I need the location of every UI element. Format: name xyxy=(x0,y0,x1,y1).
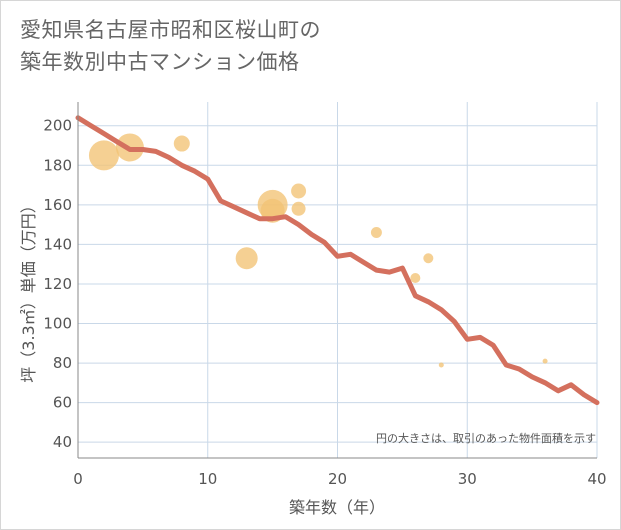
x-axis-label: 築年数（年） xyxy=(289,498,385,517)
data-bubble xyxy=(410,273,421,284)
bubble-layer xyxy=(88,133,548,368)
tick-layer: 0 10 20 30 40 40 60 80 100 120 140 160 180 200 xyxy=(43,117,606,488)
y-tick-label: 160 xyxy=(43,196,72,214)
data-bubble xyxy=(542,358,548,364)
y-tick-label: 120 xyxy=(43,275,72,293)
data-bubble xyxy=(291,183,307,199)
data-bubble xyxy=(291,201,306,216)
x-tick-label: 40 xyxy=(587,470,606,488)
data-bubble xyxy=(173,135,190,152)
data-bubble xyxy=(370,227,382,239)
x-tick-label: 10 xyxy=(198,470,217,488)
y-tick-label: 40 xyxy=(53,433,72,451)
y-tick-label: 100 xyxy=(43,315,72,333)
chart-title-line-1: 愛知県名古屋市昭和区桜山町の xyxy=(20,18,321,42)
x-tick-label: 20 xyxy=(328,470,347,488)
bubble-size-note: 円の大きさは、取引のあった物件面積を示す xyxy=(376,431,596,445)
grid-layer xyxy=(78,102,598,458)
y-tick-label: 140 xyxy=(43,235,72,253)
data-bubble xyxy=(438,362,444,368)
x-tick-label: 0 xyxy=(73,470,83,488)
data-bubble xyxy=(423,253,434,264)
line-layer xyxy=(75,115,600,406)
y-axis-label: 坪（3.3㎡）単価（万円） xyxy=(19,197,38,382)
price-trend-line xyxy=(75,115,600,406)
data-bubble xyxy=(88,140,119,171)
axis-layer xyxy=(77,102,597,459)
x-tick-label: 30 xyxy=(458,470,477,488)
chart-title-line-2: 築年数別中古マンション価格 xyxy=(20,50,300,74)
y-tick-label: 200 xyxy=(43,117,72,135)
y-tick-label: 80 xyxy=(53,354,72,372)
chart-title: 愛知県名古屋市昭和区桜山町の 築年数別中古マンション価格 xyxy=(20,14,321,78)
y-tick-label: 180 xyxy=(43,156,72,174)
data-bubble xyxy=(235,247,258,270)
y-tick-label: 60 xyxy=(53,394,72,412)
